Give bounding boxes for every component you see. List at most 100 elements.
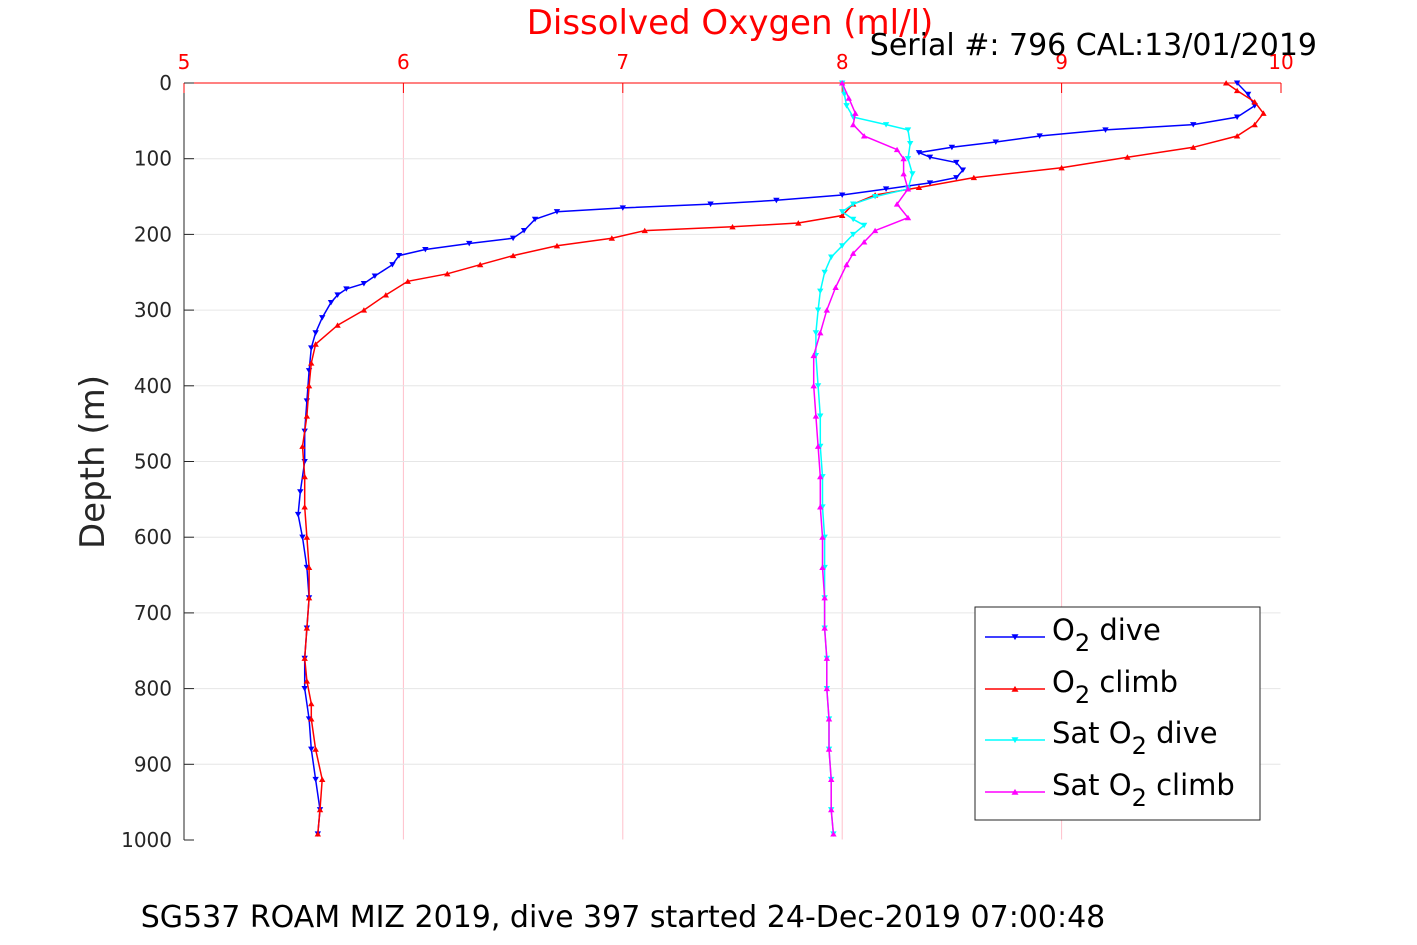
legend-item-o2_dive: O2 dive — [985, 613, 1161, 657]
data-point-sat_climb — [817, 504, 824, 510]
legend-marker — [1011, 737, 1019, 744]
data-point-o2_climb — [308, 716, 315, 722]
data-point-o2_climb — [1124, 154, 1131, 160]
y-tick-label: 0 — [159, 71, 172, 95]
legend-label: Sat O2 climb — [1052, 768, 1235, 812]
x-axis-ticks: 5 6 7 8 9 10 — [178, 50, 1294, 93]
legend-item-sat_climb: Sat O2 climb — [985, 768, 1235, 812]
data-point-o2_dive — [343, 286, 350, 292]
x-tick-label: 10 — [1268, 50, 1293, 74]
data-point-sat_climb — [832, 284, 839, 290]
data-point-o2_climb — [641, 227, 648, 234]
data-point-o2_dive — [299, 534, 306, 541]
data-point-sat_climb — [843, 261, 850, 268]
data-point-o2_climb — [970, 174, 978, 181]
data-point-sat_dive — [817, 413, 824, 419]
data-point-o2_climb — [1222, 80, 1230, 86]
data-point-o2_dive — [948, 144, 956, 151]
data-point-sat_climb — [830, 831, 837, 837]
data-point-o2_dive — [297, 489, 304, 495]
data-point-o2_climb — [314, 831, 322, 837]
series-sat_dive — [812, 80, 916, 837]
data-point-o2_climb — [1251, 121, 1258, 128]
data-point-sat_climb — [823, 655, 831, 661]
data-point-sat_dive — [812, 330, 820, 336]
data-point-sat_dive — [817, 288, 824, 295]
data-point-sat_climb — [845, 95, 852, 101]
data-point-sat_dive — [860, 222, 868, 229]
data-point-o2_climb — [303, 413, 311, 419]
data-point-o2_dive — [992, 139, 999, 145]
data-point-o2_climb — [404, 278, 411, 284]
data-point-o2_dive — [360, 281, 368, 287]
legend-item-sat_dive: Sat O2 dive — [985, 716, 1218, 760]
data-point-sat_dive — [909, 171, 916, 177]
data-point-sat_dive — [904, 156, 912, 162]
data-point-sat_dive — [849, 216, 857, 223]
data-point-o2_dive — [389, 262, 396, 268]
data-point-sat_climb — [852, 110, 859, 116]
data-point-o2_dive — [319, 315, 326, 321]
data-point-o2_climb — [839, 212, 846, 219]
data-point-o2_dive — [294, 511, 302, 518]
data-point-o2_climb — [308, 700, 315, 707]
data-point-o2_dive — [882, 186, 890, 192]
data-point-sat_climb — [904, 186, 912, 192]
data-point-o2_climb — [444, 270, 451, 277]
data-point-o2_climb — [308, 360, 315, 366]
data-point-o2_dive — [509, 235, 517, 242]
data-point-o2_dive — [334, 292, 341, 298]
data-point-sat_dive — [821, 269, 828, 276]
legend-marker — [1011, 788, 1019, 795]
data-point-o2_dive — [308, 746, 315, 753]
data-point-o2_dive — [312, 330, 319, 336]
data-point-o2_climb — [553, 242, 561, 249]
data-point-sat_dive — [814, 383, 822, 389]
data-point-sat_climb — [814, 443, 822, 449]
data-point-o2_climb — [303, 678, 311, 684]
legend-marker — [1011, 634, 1019, 641]
data-point-sat_dive — [871, 193, 879, 200]
data-point-sat_climb — [893, 201, 901, 207]
data-point-sat_climb — [828, 776, 835, 782]
data-point-o2_dive — [926, 154, 934, 161]
data-point-sat_climb — [823, 307, 831, 313]
data-point-sat_climb — [900, 170, 907, 177]
data-point-sat_climb — [825, 716, 833, 722]
data-point-sat_dive — [849, 231, 857, 238]
data-point-o2_dive — [312, 776, 319, 783]
x-tick-label: 8 — [836, 50, 849, 74]
data-point-o2_climb — [915, 184, 923, 191]
data-point-o2_dive — [520, 228, 528, 234]
data-point-o2_dive — [773, 197, 780, 204]
data-point-o2_climb — [299, 443, 306, 449]
data-point-o2_dive — [308, 345, 315, 351]
data-point-o2_climb — [316, 806, 324, 813]
data-point-sat_climb — [810, 352, 817, 359]
data-point-o2_dive — [926, 180, 934, 186]
data-point-sat_climb — [819, 534, 826, 540]
data-point-o2_dive — [371, 273, 379, 279]
x-tick-label: 9 — [1055, 50, 1068, 74]
data-series — [294, 80, 1267, 837]
data-point-sat_climb — [904, 214, 912, 221]
data-point-o2_climb — [319, 776, 326, 782]
data-point-o2_climb — [382, 292, 390, 298]
data-point-o2_climb — [303, 625, 311, 631]
data-point-sat_climb — [893, 146, 901, 153]
data-point-sat_climb — [817, 329, 824, 336]
data-point-sat_dive — [839, 209, 846, 215]
x-tick-label: 7 — [616, 50, 629, 74]
data-point-o2_climb — [305, 564, 313, 571]
data-point-o2_climb — [1251, 99, 1258, 105]
data-point-sat_climb — [810, 382, 817, 389]
data-point-sat_climb — [821, 594, 828, 601]
data-point-sat_climb — [860, 239, 868, 245]
y-tick-label: 300 — [134, 298, 172, 322]
data-point-o2_dive — [915, 150, 923, 156]
y-tick-label: 200 — [134, 222, 172, 246]
data-point-o2_climb — [305, 382, 313, 389]
data-point-o2_dive — [1190, 122, 1197, 128]
data-point-sat_climb — [817, 473, 824, 480]
data-point-o2_dive — [953, 159, 960, 166]
